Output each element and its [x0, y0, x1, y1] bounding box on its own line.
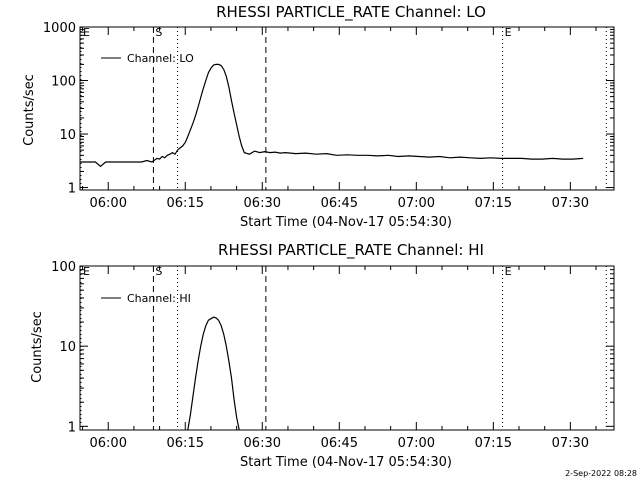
y-tick-label-lo: 1000	[43, 21, 76, 36]
legend-label-lo: Channel: LO	[127, 52, 194, 65]
y-tick-label-hi: 10	[59, 340, 76, 355]
legend-lo: Channel: LO	[101, 52, 194, 65]
x-tick-label-hi: 07:30	[552, 436, 589, 451]
y-axis-label-hi: Counts/sec	[30, 311, 45, 383]
x-tick-label-hi: 06:30	[244, 436, 281, 451]
axes-lo: 1 10 100 1000 06:00 06:15 06:30 06:45 07:00 07:15…	[43, 21, 615, 211]
x-tick-label-hi: 06:45	[321, 436, 358, 451]
x-axis-label-lo: Start Time (04-Nov-17 05:54:30)	[240, 215, 452, 230]
series-hi	[187, 316, 240, 431]
x-tick-label-lo: 07:15	[475, 196, 512, 211]
x-tick-label-hi: 06:00	[90, 436, 127, 451]
y-tick-label-hi: 1	[68, 420, 76, 435]
series-line-hi	[187, 316, 240, 431]
y-tick-label-hi: 100	[51, 260, 76, 275]
x-tick-label-hi: 07:00	[398, 436, 435, 451]
axes-hi: 1 10 100 06:00 06:15 06:30 06:45 07:00 07:15 07:3…	[51, 260, 615, 451]
x-tick-label-hi: 06:15	[167, 436, 204, 451]
x-tick-label-lo: 06:30	[244, 196, 281, 211]
x-tick-label-lo: 06:15	[167, 196, 204, 211]
x-tick-label-lo: 07:30	[552, 196, 589, 211]
series-line-lo	[80, 63, 584, 168]
y-tick-label-lo: 1	[68, 182, 76, 197]
x-axis-label-hi: Start Time (04-Nov-17 05:54:30)	[240, 455, 452, 470]
event-marker-label-lo: S	[155, 26, 162, 39]
chart-panel-lo: RHESSI PARTICLE_RATE Channel: LO Counts/…	[22, 3, 615, 230]
y-axis-label-lo: Counts/sec	[22, 74, 37, 146]
x-tick-label-lo: 06:45	[321, 196, 358, 211]
event-marker-label-hi: E	[505, 265, 512, 278]
y-tick-label-lo: 100	[51, 75, 76, 90]
x-tick-label-lo: 06:00	[90, 196, 127, 211]
legend-label-hi: Channel: HI	[127, 292, 191, 305]
x-tick-label-hi: 07:15	[475, 436, 512, 451]
y-tick-label-lo: 10	[59, 128, 76, 143]
event-marker-label-hi: S	[155, 265, 162, 278]
chart-title-hi: RHESSI PARTICLE_RATE Channel: HI	[218, 241, 484, 260]
chart-panel-hi: RHESSI PARTICLE_RATE Channel: HI Counts/…	[30, 241, 615, 470]
legend-hi: Channel: HI	[101, 292, 191, 305]
plot-frame-hi	[79, 265, 615, 431]
event-marker-label-lo: E	[83, 26, 90, 39]
chart-title-lo: RHESSI PARTICLE_RATE Channel: LO	[216, 3, 486, 22]
event-marker-label-lo: E	[505, 26, 512, 39]
series-lo	[80, 63, 584, 168]
x-tick-label-lo: 07:00	[398, 196, 435, 211]
footer-timestamp: 2-Sep-2022 08:28	[565, 469, 637, 478]
event-marker-label-hi: E	[83, 265, 90, 278]
